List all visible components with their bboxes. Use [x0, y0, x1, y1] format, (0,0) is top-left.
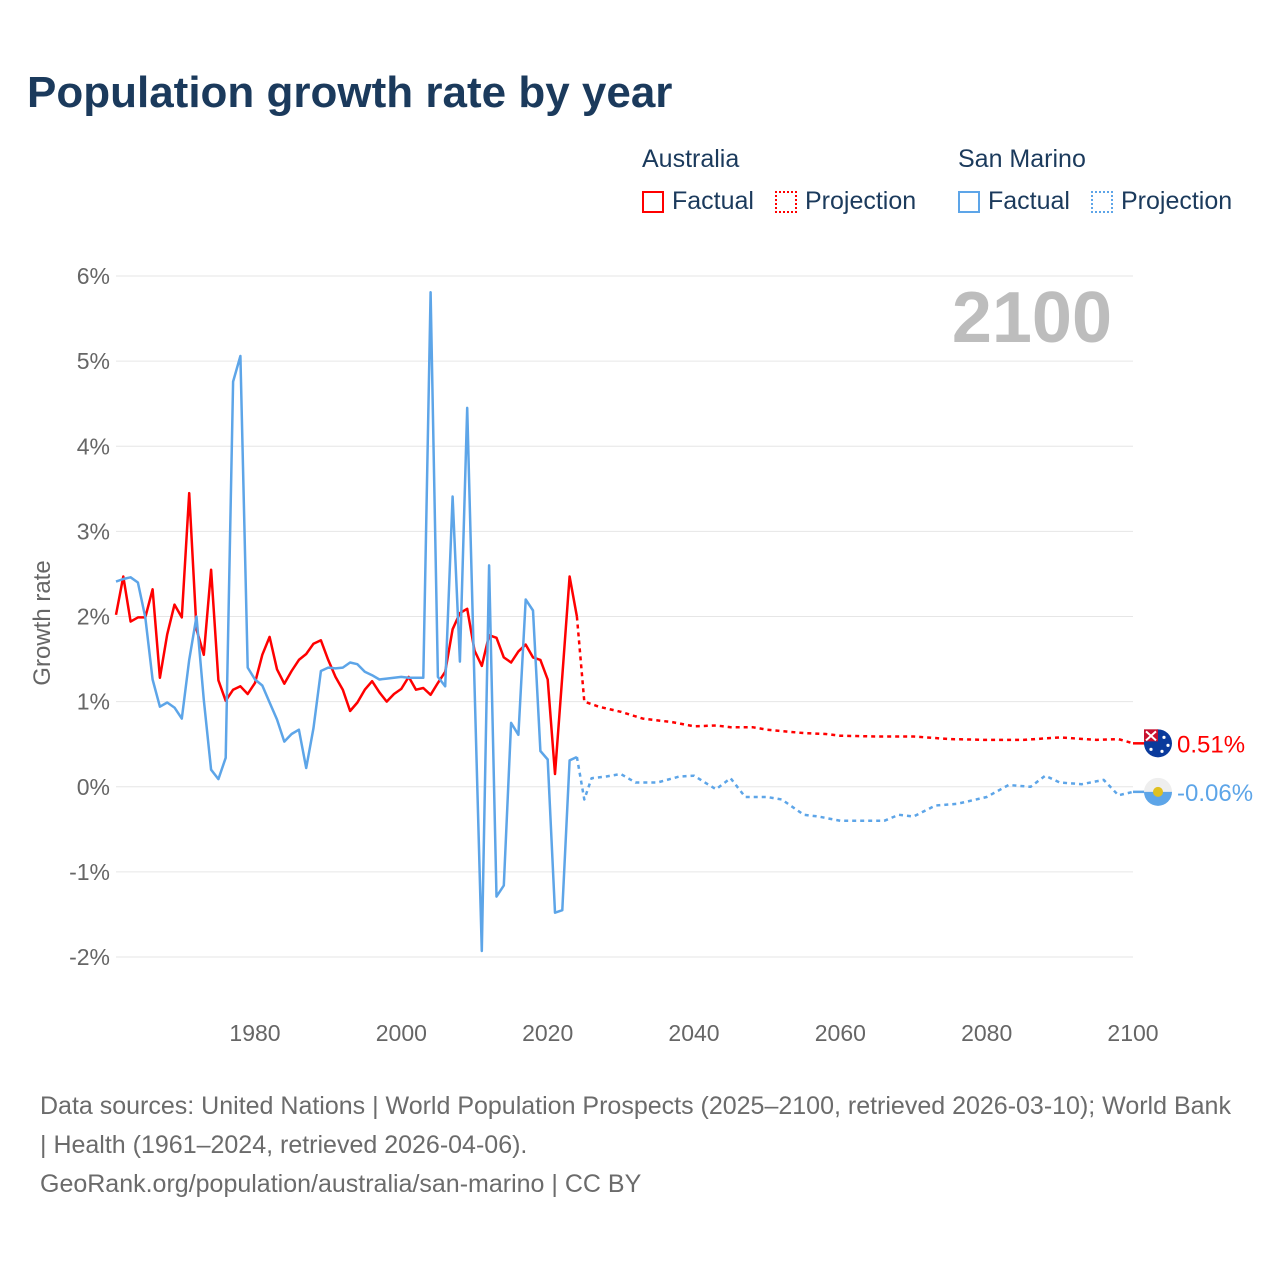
data-sources: Data sources: United Nations | World Pop… [40, 1092, 1231, 1159]
legend-san-marino-projection[interactable]: Projection [1091, 187, 1232, 216]
flag-lower-half [1144, 791, 1172, 806]
flag-cross [1145, 730, 1157, 742]
x-tick-label: 2000 [376, 1020, 427, 1046]
san-marino-flag-icon [1144, 777, 1172, 806]
flag-star [1149, 747, 1153, 751]
y-tick-label: -2% [69, 944, 110, 970]
y-tick-label: 1% [77, 689, 110, 715]
y-axis-label: Growth rate [29, 560, 56, 685]
line-chart: -2% -1% 0% 1% 2% 3% 4% 5% 6% 1980 2000 2020 2040 2060… [29, 263, 1253, 1046]
san-marino-factual-line [115, 290, 578, 953]
flag-emblem [1153, 786, 1163, 797]
flag-star [1160, 749, 1164, 753]
y-tick-label: 2% [77, 604, 110, 630]
year-marker: 2100 [952, 278, 1112, 358]
y-tick-label: 5% [77, 348, 110, 374]
legend-australia-projection[interactable]: Projection [775, 187, 916, 216]
legend-group-label: Australia [642, 145, 740, 173]
legend-label: Factual [988, 187, 1070, 215]
x-tick-label: 2080 [961, 1020, 1012, 1046]
x-tick-label: 2060 [815, 1020, 866, 1046]
x-tick-label: 2040 [668, 1020, 719, 1046]
san-marino-projection-line [575, 756, 1134, 823]
flag-star [1166, 743, 1170, 747]
dotted-swatch-icon [1091, 190, 1113, 213]
y-tick-label: 0% [77, 774, 110, 800]
x-tick-label: 2100 [1107, 1020, 1158, 1046]
legend-san-marino-factual[interactable]: Factual [958, 187, 1070, 216]
legend-label: Projection [1121, 187, 1233, 215]
end-value-label: 0.51% [1177, 731, 1245, 758]
australia-projection-line [575, 616, 1134, 745]
y-tick-label: 4% [77, 433, 110, 459]
solid-swatch-icon [642, 190, 664, 213]
end-value-label: -0.06% [1177, 780, 1253, 807]
legend-group-label: San Marino [958, 145, 1086, 173]
dotted-swatch-icon [775, 190, 797, 213]
flag-star [1162, 735, 1166, 739]
australia-flag-icon [1144, 729, 1172, 758]
source-link[interactable]: GeoRank.org/population/australia/san-mar… [40, 1170, 642, 1198]
solid-swatch-icon [958, 190, 980, 213]
y-tick-label: 3% [77, 518, 110, 544]
legend-australia-factual[interactable]: Factual [642, 187, 754, 216]
australia-factual-line [114, 491, 579, 776]
y-tick-label: 6% [77, 263, 110, 289]
chart-title: Population growth rate by year [27, 68, 673, 117]
x-tick-label: 1980 [229, 1020, 280, 1046]
x-tick-label: 2020 [522, 1020, 573, 1046]
legend-label: Factual [672, 187, 754, 215]
y-tick-label: -1% [69, 859, 110, 885]
footer: Data sources: United Nations | World Pop… [40, 1087, 1240, 1204]
legend-label: Projection [805, 187, 917, 215]
